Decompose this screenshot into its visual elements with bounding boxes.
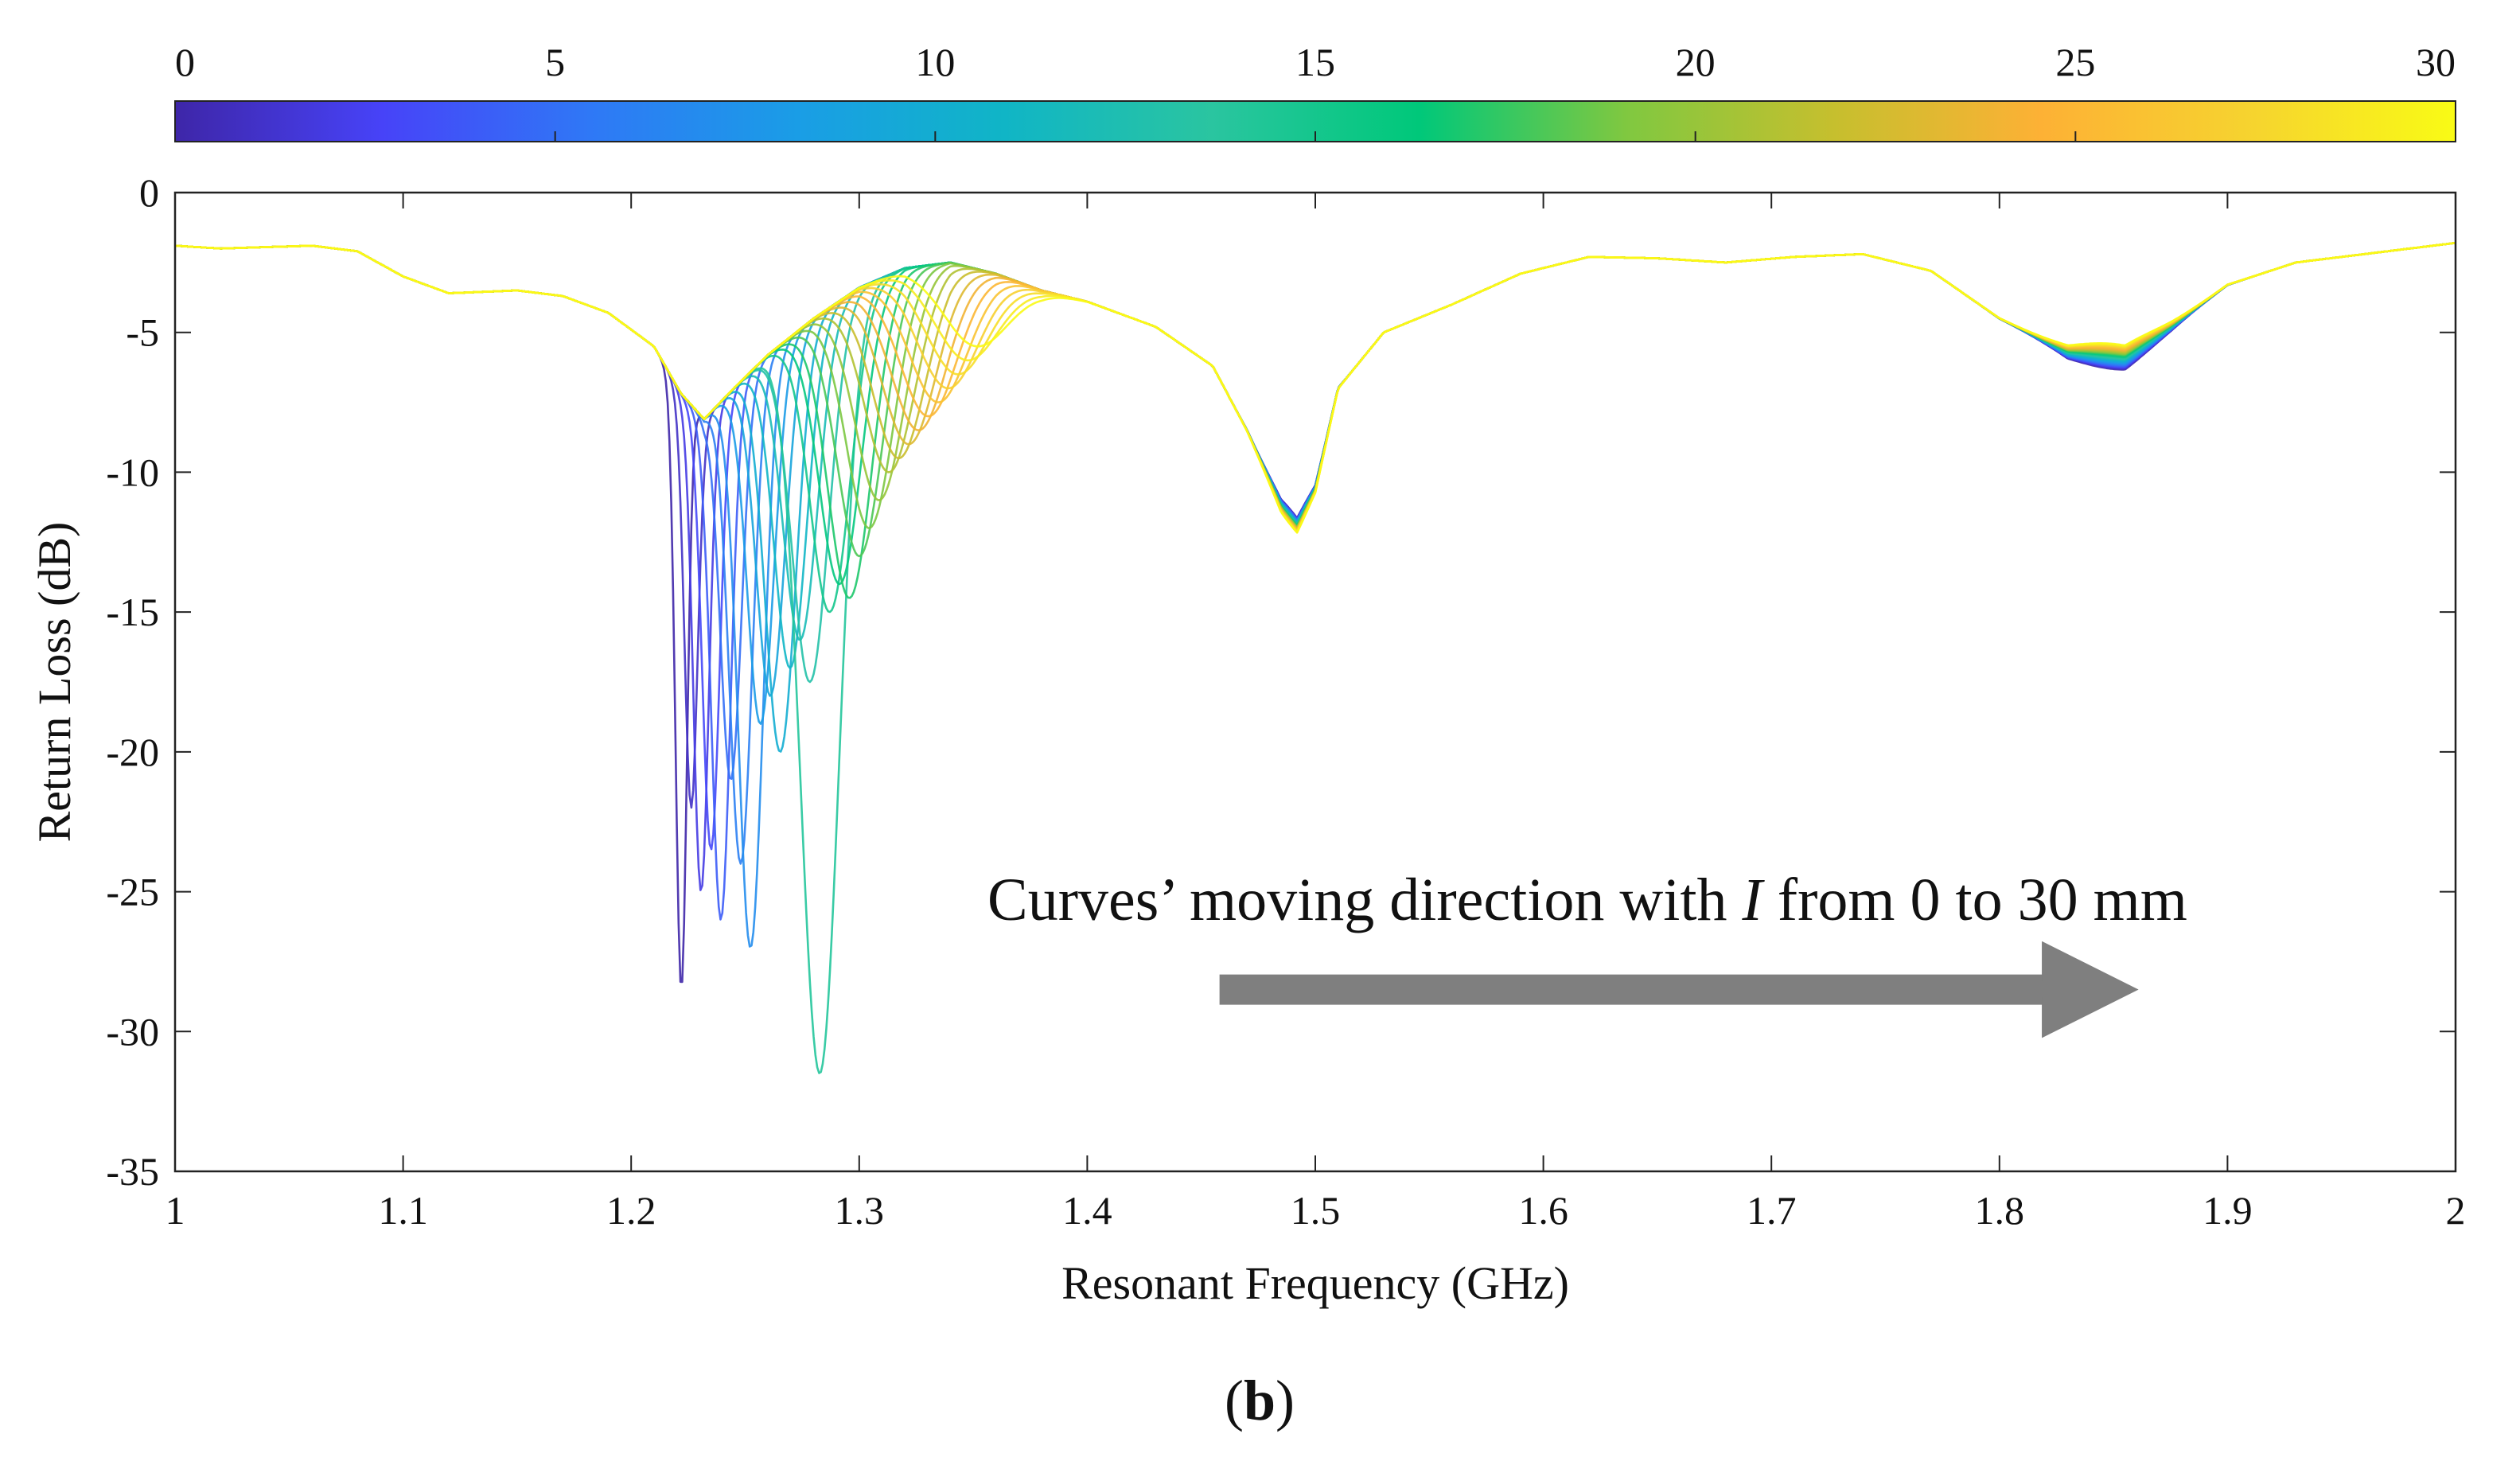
y-tick-label: -20 <box>106 730 159 774</box>
x-tick-label: 1.9 <box>2203 1188 2253 1233</box>
colorbar-tick-label: 30 <box>2416 40 2456 84</box>
colorbar-ticks: 0 5 10 15 20 25 30 <box>174 40 2456 142</box>
annotation-text-before: Curves’ moving direction with <box>987 867 1742 933</box>
colorbar-tick-label: 0 <box>175 40 195 84</box>
annotation-symbol: I <box>1741 867 1765 933</box>
y-tick-label: -10 <box>106 450 159 494</box>
colorbar-tick-label: 15 <box>1295 40 1335 84</box>
caption-open-paren: ( <box>1225 1369 1244 1432</box>
y-tick-label: 0 <box>139 170 159 215</box>
return-loss-curve <box>174 242 2456 534</box>
y-axis-ticks: 0 -5 -10 -15 -20 -25 -30 -35 <box>106 170 2456 1194</box>
colorbar-tick-label: 10 <box>915 40 955 84</box>
colorbar: 0 5 10 15 20 25 30 <box>174 40 2456 142</box>
annotation: Curves’ moving direction with I from 0 t… <box>987 867 2187 1038</box>
figure-caption: (b) <box>1225 1369 1295 1432</box>
y-tick-label: -30 <box>106 1009 159 1054</box>
annotation-text: Curves’ moving direction with I from 0 t… <box>987 867 2187 933</box>
x-tick-label: 1.5 <box>1291 1188 1341 1233</box>
caption-letter: b <box>1244 1369 1276 1432</box>
x-axis-ticks: 1 1.1 1.2 1.3 1.4 1.5 1.6 1.7 1.8 1.9 2 <box>166 193 2466 1233</box>
y-tick-label: -5 <box>126 310 159 355</box>
caption-close-paren: ) <box>1276 1369 1295 1432</box>
y-tick-label: -25 <box>106 870 159 914</box>
x-tick-label: 1 <box>166 1188 185 1233</box>
colorbar-tick-label: 20 <box>1676 40 1716 84</box>
y-tick-label: -35 <box>106 1149 159 1194</box>
x-tick-label: 1.7 <box>1747 1188 1797 1233</box>
x-tick-label: 1.4 <box>1062 1188 1112 1233</box>
annotation-text-after: from 0 to 30 mm <box>1762 867 2187 933</box>
x-axis-title: Resonant Frequency (GHz) <box>1061 1257 1569 1309</box>
y-axis-title: Return Loss (dB) <box>29 522 80 843</box>
x-tick-label: 1.6 <box>1518 1188 1568 1233</box>
colorbar-tick-label: 25 <box>2055 40 2095 84</box>
plot-area: 1 1.1 1.2 1.3 1.4 1.5 1.6 1.7 1.8 1.9 2 0 -5 -10 -15 -… <box>106 170 2465 1233</box>
return-loss-curves <box>174 242 2456 1074</box>
y-tick-label: -15 <box>106 590 159 634</box>
x-tick-label: 1.2 <box>606 1188 656 1233</box>
x-tick-label: 2 <box>2446 1188 2466 1233</box>
colorbar-tick-label: 5 <box>545 40 565 84</box>
plot-background <box>175 193 2456 1171</box>
x-tick-label: 1.1 <box>378 1188 428 1233</box>
x-tick-label: 1.3 <box>835 1188 885 1233</box>
x-tick-label: 1.8 <box>1975 1188 2025 1233</box>
